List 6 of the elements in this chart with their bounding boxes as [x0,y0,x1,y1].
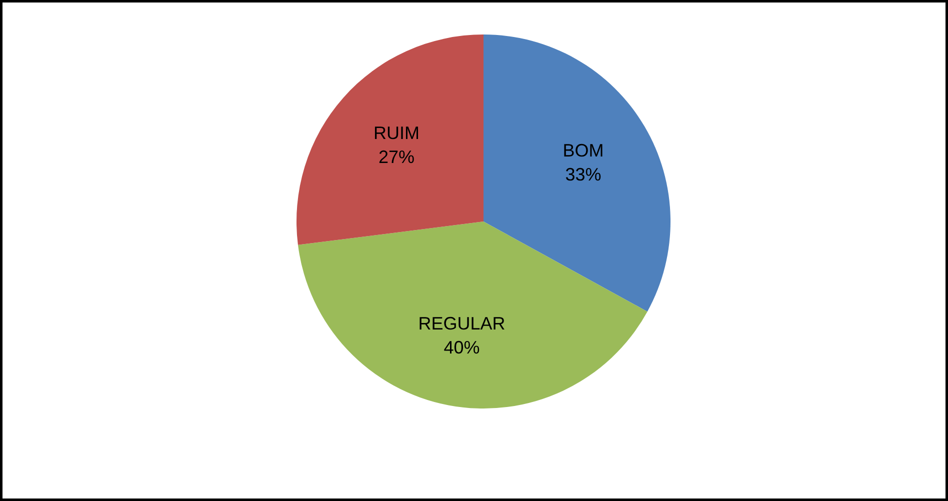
slice-label: REGULAR [418,313,506,334]
slice-label: BOM [562,140,604,160]
data-label: 27% [378,146,415,167]
data-label: 40% [444,337,480,358]
slice-label: RUIM [374,122,420,143]
data-label: 33% [565,164,602,184]
